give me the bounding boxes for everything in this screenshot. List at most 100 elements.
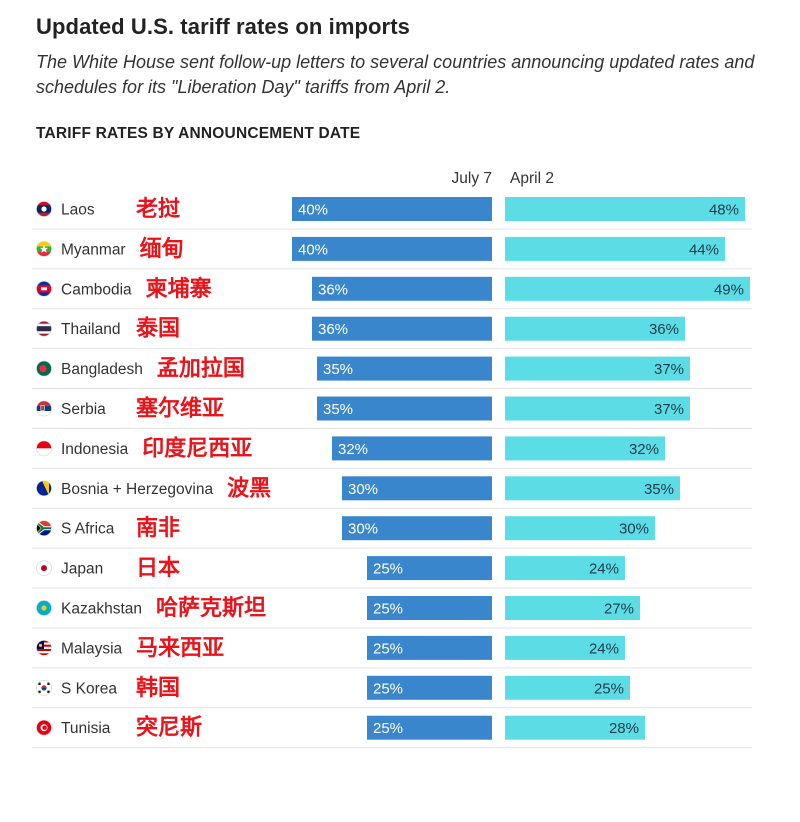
flag-fill [36, 720, 52, 736]
bar-label-april: 24% [589, 561, 619, 578]
table-row: Bangladesh 孟加拉国 35% 37% [32, 356, 752, 390]
flag-band [36, 251, 52, 257]
country-annotation: 哈萨克斯坦 [156, 595, 266, 620]
bar-april [505, 436, 665, 461]
bar-label-april: 37% [654, 361, 684, 378]
table-row: Thailand 泰国 36% 36% [32, 316, 752, 350]
country-label: Malaysia [61, 640, 123, 657]
flag-fill [36, 321, 52, 337]
flag-outline [36, 440, 52, 457]
country-annotation: 日本 [136, 555, 180, 580]
bar-july [332, 436, 492, 461]
flag-kazakhstan-icon [36, 600, 52, 616]
bar-label-april: 27% [604, 601, 634, 618]
bar-july [367, 596, 492, 620]
flag-star [40, 244, 48, 253]
flag-outline [36, 520, 52, 537]
country-label: Myanmar [61, 241, 126, 258]
flag-disc [41, 565, 47, 572]
bar-label-july: 35% [323, 361, 353, 378]
bar-april [505, 635, 625, 660]
bar-label-april: 48% [709, 202, 739, 219]
flag-band [36, 448, 52, 456]
bar-april [505, 236, 725, 261]
bar-july [367, 675, 492, 700]
flag-band [36, 440, 52, 449]
flag-fill [36, 281, 52, 297]
flag-fill [36, 241, 52, 257]
table-row: Indonesia 印度尼西亚 32% 32% [32, 435, 752, 469]
flag-serbia-icon [36, 400, 52, 417]
flag-outline [36, 679, 52, 696]
bar-label-april: 37% [654, 401, 684, 418]
country-annotation: 波黑 [227, 475, 271, 500]
bar-july [312, 276, 492, 301]
bar-label-july: 35% [323, 401, 353, 418]
bar-label-july: 30% [348, 521, 378, 538]
flag-thailand-icon [36, 320, 52, 337]
bar-label-july: 25% [373, 601, 403, 618]
flag-crest [40, 405, 45, 411]
table-row: Kazakhstan 哈萨克斯坦 25% 27% [32, 595, 752, 629]
flag-south-africa-icon [36, 520, 52, 537]
table-row: Malaysia 马来西亚 25% 24% [32, 635, 752, 669]
flag-fill [36, 401, 52, 416]
flag-temple [41, 287, 47, 291]
country-annotation: 老挝 [135, 196, 181, 221]
bar-april [505, 396, 690, 421]
bar-label-april: 24% [589, 640, 619, 657]
country-label: Cambodia [61, 281, 132, 298]
country-label: S Korea [61, 680, 117, 697]
flag-fill [36, 640, 52, 656]
bar-label-july: 25% [373, 640, 403, 657]
flag-band [36, 411, 52, 416]
country-label: Bosnia + Herzegovina [61, 481, 213, 498]
table-row: Bosnia + Herzegovina 波黑 30% 35% [32, 475, 752, 509]
bar-label-april: 49% [714, 281, 744, 298]
bar-label-april: 36% [649, 321, 679, 338]
country-label: Japan [61, 561, 103, 578]
bar-label-july: 25% [373, 561, 403, 578]
bar-july [367, 635, 492, 660]
bar-label-april: 44% [689, 241, 719, 258]
country-label: Serbia [61, 401, 106, 418]
flag-outline [36, 719, 52, 736]
flag-japan-icon [36, 560, 52, 576]
flag-band [36, 528, 52, 536]
chart-subtitle: The White House sent follow-up letters t… [36, 52, 755, 97]
country-annotation: 突尼斯 [136, 715, 202, 740]
flag-band [36, 520, 52, 529]
bar-label-april: 35% [644, 481, 674, 498]
bar-label-july: 30% [348, 481, 378, 498]
flag-taegeuk-blue [41, 687, 47, 691]
flag-triangle [42, 480, 49, 496]
bar-label-july: 40% [298, 202, 328, 219]
table-row: Laos 老挝 40% 48% [32, 196, 752, 230]
bar-april [505, 596, 640, 620]
table-row: Cambodia 柬埔寨 36% 49% [32, 276, 752, 310]
table-row: S Africa 南非 30% 30% [32, 515, 752, 549]
bar-label-july: 36% [318, 281, 348, 298]
flag-indonesia-icon [36, 440, 52, 457]
flag-trigram [47, 682, 50, 685]
table-row: Serbia 塞尔维亚 35% 37% [32, 396, 752, 429]
bar-july [292, 197, 492, 221]
flag-outline [36, 640, 52, 656]
bar-label-july: 25% [373, 720, 403, 737]
flag-myanmar-icon [36, 241, 52, 257]
flag-crescent [38, 643, 43, 648]
bar-july [367, 556, 492, 581]
bar-july [367, 715, 492, 740]
country-label: Tunisia [61, 720, 111, 737]
country-label: Thailand [61, 321, 120, 338]
flag-malaysia-icon [36, 640, 52, 656]
flag-band [36, 326, 52, 332]
flag-fill [36, 480, 52, 496]
bar-april [505, 516, 655, 541]
flag-crescent [42, 725, 47, 730]
flag-fill [36, 600, 52, 616]
flag-tunisia-icon [36, 719, 52, 736]
bar-april [505, 476, 680, 501]
bar-label-july: 36% [318, 321, 348, 338]
flag-disc [41, 206, 47, 212]
